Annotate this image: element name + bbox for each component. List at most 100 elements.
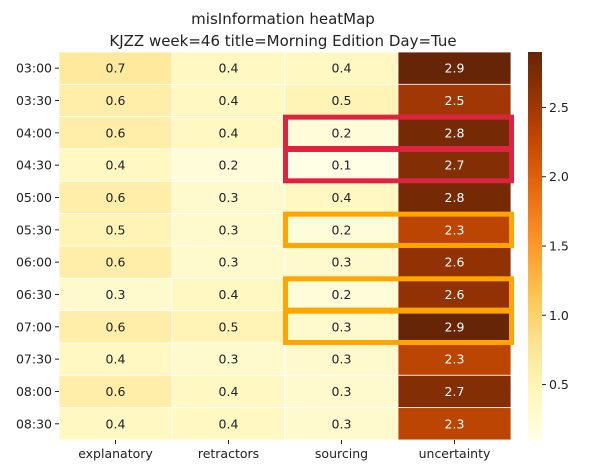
heatmap-cell-03-00-sourcing — [284, 51, 399, 85]
heatmap-cell-03-00-explanatory — [58, 51, 173, 85]
cell-value-label-06-30-explanatory: 0.3 — [106, 287, 126, 302]
cell-value-label-08-00-retractors: 0.4 — [219, 384, 239, 399]
heatmap-cell-05-00-uncertainty — [397, 180, 512, 215]
column-tick-label-explanatory: explanatory — [78, 446, 153, 461]
heatmap-cell-05-00-sourcing — [284, 180, 399, 215]
heatmap-cell-05-00-retractors — [171, 180, 286, 215]
cell-value-label-05-30-explanatory: 0.5 — [106, 222, 126, 237]
row-tick-label-03-00: 03:00 — [16, 61, 52, 76]
colorbar-tick-label-3: 1.5 — [549, 239, 569, 254]
cell-value-label-06-30-uncertainty: 2.6 — [445, 287, 465, 302]
cell-value-label-03-00-retractors: 0.4 — [219, 61, 239, 76]
heatmap-cell-03-30-sourcing — [284, 83, 399, 118]
cell-value-label-05-00-sourcing: 0.4 — [332, 190, 352, 205]
heatmap-cell-07-30-explanatory — [58, 342, 173, 376]
cell-value-label-07-00-uncertainty: 2.9 — [445, 319, 465, 334]
row-tick-labels: 03:00 03:30 04:00 04:30 05:00 05:30 06:00 06:30… — [16, 61, 59, 431]
cell-value-label-05-00-uncertainty: 2.8 — [445, 190, 465, 205]
cell-value-label-03-00-explanatory: 0.7 — [106, 61, 126, 76]
heatmap-cell-08-00-uncertainty — [397, 374, 512, 409]
heatmap-cell-04-30-retractors — [171, 148, 286, 182]
row-tick-label-07-00: 07:00 — [16, 319, 52, 334]
colorbar-gradient — [528, 52, 542, 440]
cell-value-label-04-30-sourcing: 0.1 — [332, 158, 352, 173]
row-tick-label-06-00: 06:00 — [16, 255, 52, 270]
heatmap-cell-08-30-uncertainty — [397, 407, 512, 441]
row-tick-label-05-00: 05:00 — [16, 190, 52, 205]
heatmap-cell-06-30-explanatory — [58, 277, 173, 312]
highlight-box-3 — [283, 211, 514, 248]
cell-value-label-03-30-explanatory: 0.6 — [106, 93, 126, 108]
cell-value-label-04-00-uncertainty: 2.8 — [445, 125, 465, 140]
heatmap-cell-06-00-retractors — [171, 245, 286, 279]
cell-value-label-04-30-explanatory: 0.4 — [106, 158, 126, 173]
cell-value-label-08-30-uncertainty: 2.3 — [445, 416, 465, 431]
heatmap-cells: 0.7 0.4 0.4 2.9 0.6 0.4 0.5 2.5 0.6 0.4 0.2 2.8 0.4 0… — [58, 51, 512, 441]
heatmap-cell-07-30-retractors — [171, 342, 286, 376]
heatmap-cell-04-30-explanatory — [58, 148, 173, 182]
heatmap-cell-06-00-uncertainty — [397, 245, 512, 279]
colorbar: 0.5 1.0 1.5 2.0 2.5 — [528, 52, 569, 440]
cell-value-label-06-00-uncertainty: 2.6 — [445, 255, 465, 270]
cell-value-label-08-00-sourcing: 0.3 — [332, 384, 352, 399]
heatmap-cell-05-30-sourcing — [284, 213, 399, 247]
cell-value-label-07-30-explanatory: 0.4 — [106, 352, 126, 367]
highlight-box-2 — [283, 146, 514, 184]
heatmap-cell-07-30-uncertainty — [397, 342, 512, 376]
cell-value-label-07-00-sourcing: 0.3 — [332, 319, 352, 334]
column-tick-label-uncertainty: uncertainty — [419, 446, 491, 461]
column-tick-labels: explanatory retractors sourcing uncertainty — [78, 439, 491, 461]
row-tick-label-05-30: 05:30 — [16, 222, 52, 237]
cell-value-label-05-30-uncertainty: 2.3 — [445, 222, 465, 237]
cell-value-label-03-30-sourcing: 0.5 — [332, 93, 352, 108]
cell-value-label-07-00-retractors: 0.5 — [219, 319, 239, 334]
cell-value-label-03-30-retractors: 0.4 — [219, 93, 239, 108]
cell-value-label-06-00-explanatory: 0.6 — [106, 255, 126, 270]
highlight-box-5 — [283, 308, 514, 345]
heatmap-cell-04-00-explanatory — [58, 116, 173, 150]
heatmap-cell-03-00-uncertainty — [397, 51, 512, 85]
heatmap-cell-05-30-retractors — [171, 213, 286, 247]
heatmap-cell-04-00-retractors — [171, 116, 286, 150]
heatmap-cell-08-00-retractors — [171, 374, 286, 409]
row-tick-label-04-00: 04:00 — [16, 125, 52, 140]
cell-value-label-06-00-retractors: 0.3 — [219, 255, 239, 270]
heatmap-cell-07-00-retractors — [171, 310, 286, 344]
cell-value-label-05-30-sourcing: 0.2 — [332, 222, 352, 237]
cell-value-label-08-00-explanatory: 0.6 — [106, 384, 126, 399]
cell-value-label-07-30-sourcing: 0.3 — [332, 352, 352, 367]
cell-value-label-06-30-retractors: 0.4 — [219, 287, 239, 302]
chart-title-line-1: misInformation heatMap — [191, 10, 375, 28]
row-tick-label-07-30: 07:30 — [16, 352, 52, 367]
cell-value-label-04-00-sourcing: 0.2 — [332, 125, 352, 140]
cell-value-label-07-30-uncertainty: 2.3 — [445, 352, 465, 367]
heatmap-cell-08-00-explanatory — [58, 374, 173, 409]
heatmap-cell-08-30-sourcing — [284, 407, 399, 441]
cell-value-label-03-00-sourcing: 0.4 — [332, 61, 352, 76]
cell-value-label-06-30-sourcing: 0.2 — [332, 287, 352, 302]
cell-value-label-07-00-explanatory: 0.6 — [106, 319, 126, 334]
cell-value-label-03-30-uncertainty: 2.5 — [445, 93, 465, 108]
cell-value-label-05-00-retractors: 0.3 — [219, 190, 239, 205]
cell-value-label-08-30-explanatory: 0.4 — [106, 416, 126, 431]
row-tick-label-06-30: 06:30 — [16, 287, 52, 302]
cell-value-label-07-30-retractors: 0.3 — [219, 352, 239, 367]
cell-value-label-08-30-sourcing: 0.3 — [332, 416, 352, 431]
heatmap-cell-05-00-explanatory — [58, 180, 173, 215]
colorbar-tick-label-2: 1.0 — [549, 308, 569, 323]
cell-value-label-05-30-retractors: 0.3 — [219, 222, 239, 237]
cell-value-label-04-00-retractors: 0.4 — [219, 125, 239, 140]
cell-value-label-04-30-retractors: 0.2 — [219, 158, 239, 173]
cell-value-label-05-00-explanatory: 0.6 — [106, 190, 126, 205]
heatmap-cell-07-00-sourcing — [284, 310, 399, 344]
row-tick-label-08-00: 08:00 — [16, 384, 52, 399]
colorbar-tick-label-4: 2.0 — [549, 169, 569, 184]
cell-value-label-06-00-sourcing: 0.3 — [332, 255, 352, 270]
column-tick-label-sourcing: sourcing — [315, 446, 368, 461]
cell-value-label-08-30-retractors: 0.4 — [219, 416, 239, 431]
cell-value-label-08-00-uncertainty: 2.7 — [445, 384, 465, 399]
cell-value-label-04-00-explanatory: 0.6 — [106, 125, 126, 140]
cell-value-label-03-00-uncertainty: 2.9 — [445, 61, 465, 76]
heatmap-cell-03-30-uncertainty — [397, 83, 512, 118]
